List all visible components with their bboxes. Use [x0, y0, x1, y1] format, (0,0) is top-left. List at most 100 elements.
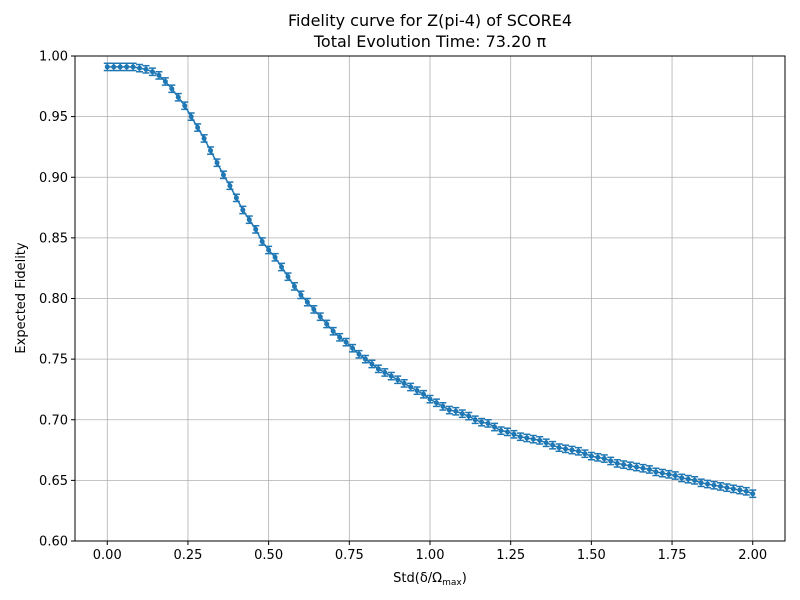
y-tick-label: 0.60 — [39, 535, 68, 550]
data-point — [492, 424, 498, 430]
x-tick-label: 1.25 — [496, 548, 525, 563]
data-point — [453, 408, 459, 414]
data-point — [175, 94, 181, 100]
data-point — [421, 391, 427, 397]
data-point — [350, 345, 356, 351]
data-point — [705, 481, 711, 487]
x-tick-label: 0.00 — [93, 548, 122, 563]
data-point — [227, 183, 233, 189]
data-point — [414, 388, 420, 394]
data-point — [298, 292, 304, 298]
data-point — [362, 356, 368, 362]
data-point — [550, 442, 556, 448]
x-axis-label-sub: max — [442, 578, 462, 588]
data-point — [182, 103, 188, 109]
data-point — [472, 417, 478, 423]
data-point — [272, 254, 278, 260]
data-point — [169, 86, 175, 92]
data-point — [666, 471, 672, 477]
data-point — [195, 125, 201, 131]
data-point — [692, 477, 698, 483]
data-point — [304, 299, 310, 305]
data-point — [621, 462, 627, 468]
data-point — [130, 64, 136, 70]
data-point — [569, 447, 575, 453]
x-axis-label: Std(δ/Ωmax) — [393, 571, 467, 588]
data-point — [279, 264, 285, 270]
data-point — [711, 482, 717, 488]
data-point — [479, 419, 485, 425]
data-point — [466, 413, 472, 419]
data-point — [524, 435, 530, 441]
data-point — [627, 463, 633, 469]
data-point — [517, 434, 523, 440]
data-point — [459, 411, 465, 417]
data-point — [646, 466, 652, 472]
data-point — [401, 380, 407, 386]
data-point — [317, 314, 323, 320]
x-tick-label: 1.50 — [577, 548, 606, 563]
data-point — [530, 436, 536, 442]
data-point — [575, 448, 581, 454]
data-point — [563, 446, 569, 452]
data-point — [111, 64, 117, 70]
x-tick-label: 0.75 — [335, 548, 364, 563]
data-point — [608, 458, 614, 464]
data-point — [201, 135, 207, 141]
data-point — [285, 274, 291, 280]
y-tick-label: 0.80 — [39, 292, 68, 307]
data-point — [291, 283, 297, 289]
data-point — [433, 400, 439, 406]
x-tick-label: 0.25 — [173, 548, 202, 563]
chart-title: Fidelity curve for Z(pi-4) of SCORE4 — [288, 11, 572, 30]
x-tick-label: 1.00 — [416, 548, 445, 563]
y-tick-label: 0.90 — [39, 171, 68, 186]
data-point — [156, 72, 162, 78]
data-point — [188, 114, 194, 120]
data-point — [266, 247, 272, 253]
data-point — [369, 361, 375, 367]
x-tick-label: 0.50 — [254, 548, 283, 563]
data-point — [556, 445, 562, 451]
data-point — [588, 453, 594, 459]
data-point — [653, 469, 659, 475]
data-series — [103, 62, 757, 499]
data-point — [504, 429, 510, 435]
data-point — [388, 373, 394, 379]
data-point — [330, 328, 336, 334]
data-point — [427, 396, 433, 402]
x-tick-label: 2.00 — [738, 548, 767, 563]
data-point — [537, 437, 543, 443]
y-tick-label: 0.65 — [39, 474, 68, 489]
x-axis-label-close: ) — [462, 571, 467, 586]
data-point — [685, 476, 691, 482]
data-point — [724, 485, 730, 491]
data-point — [672, 473, 678, 479]
data-point — [214, 160, 220, 166]
data-point — [220, 172, 226, 178]
data-point — [485, 420, 491, 426]
data-point — [395, 377, 401, 383]
data-point — [543, 440, 549, 446]
data-point — [408, 384, 414, 390]
data-point — [253, 226, 259, 232]
y-tick-label: 0.70 — [39, 413, 68, 428]
ticks: 0.00 0.25 0.50 0.75 1.00 1.25 1.50 1.75 2.00 0.60… — [39, 50, 767, 564]
data-point — [511, 431, 517, 437]
data-point — [498, 428, 504, 434]
data-point — [640, 465, 646, 471]
y-tick-label: 0.95 — [39, 110, 68, 125]
data-point — [737, 487, 743, 493]
data-point — [659, 470, 665, 476]
data-point — [259, 239, 265, 245]
data-point — [679, 475, 685, 481]
data-point — [440, 403, 446, 409]
y-tick-label: 1.00 — [39, 50, 68, 65]
data-point — [337, 334, 343, 340]
data-point — [595, 454, 601, 460]
data-point — [375, 366, 381, 372]
data-point — [698, 480, 704, 486]
data-point — [208, 148, 214, 154]
y-tick-label: 0.85 — [39, 231, 68, 246]
